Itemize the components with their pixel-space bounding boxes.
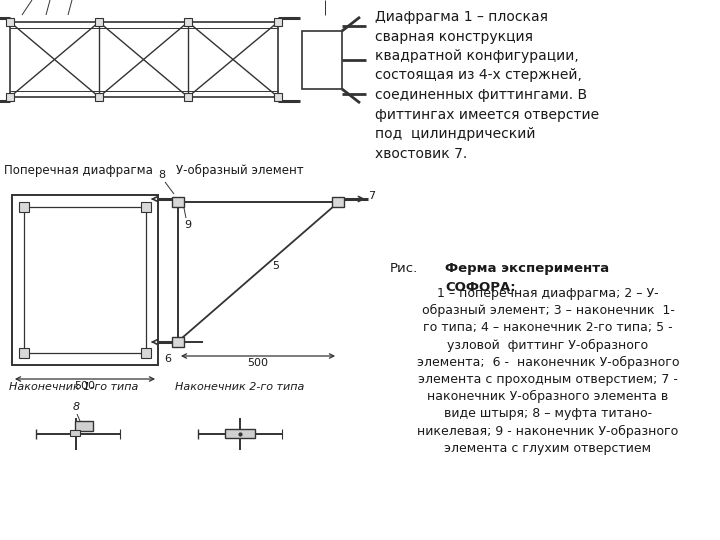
Text: Диафрагма 1 – плоская: Диафрагма 1 – плоская [375, 10, 548, 24]
Bar [95, 18, 103, 26]
Bar [19, 348, 29, 358]
Text: сварная конструкция: сварная конструкция [375, 30, 533, 44]
Text: СОФОРА:: СОФОРА: [445, 281, 516, 294]
Bar [70, 430, 80, 436]
Text: никелевая; 9 - наконечник У-образного: никелевая; 9 - наконечник У-образного [418, 424, 679, 438]
Bar [24, 207, 146, 353]
Bar [302, 31, 342, 89]
Bar [225, 429, 255, 438]
Text: Поперечная диафрагма: Поперечная диафрагма [4, 164, 153, 177]
Bar [95, 93, 103, 101]
Text: хвостовик 7.: хвостовик 7. [375, 146, 467, 160]
Text: 500: 500 [74, 381, 96, 391]
Text: 6: 6 [164, 354, 171, 364]
Bar [274, 18, 282, 26]
Bar [141, 202, 151, 212]
Text: Ферма эксперимента: Ферма эксперимента [445, 262, 609, 275]
Bar [6, 93, 14, 101]
Bar [184, 18, 192, 26]
Text: У-образный элемент: У-образный элемент [176, 164, 304, 177]
Text: элемента;  6 -  наконечник У-образного: элемента; 6 - наконечник У-образного [417, 356, 679, 369]
Text: под  цилиндрический: под цилиндрический [375, 127, 536, 141]
Text: 7: 7 [368, 191, 375, 201]
Text: го типа; 4 – наконечник 2-го типа; 5 -: го типа; 4 – наконечник 2-го типа; 5 - [423, 321, 672, 334]
Text: 9: 9 [184, 220, 192, 230]
Bar [172, 197, 184, 207]
Text: виде штыря; 8 – муфта титано-: виде штыря; 8 – муфта титано- [444, 407, 652, 421]
Text: Рис.: Рис. [390, 262, 418, 275]
Bar [12, 195, 158, 365]
Text: 500: 500 [248, 358, 269, 368]
Bar [184, 93, 192, 101]
Text: состоящая из 4-х стержней,: состоящая из 4-х стержней, [375, 69, 582, 83]
Text: образный элемент; 3 – наконечник  1-: образный элемент; 3 – наконечник 1- [422, 304, 675, 318]
Text: Наконечник 2-го типа: Наконечник 2-го типа [175, 382, 305, 392]
Text: 8: 8 [158, 170, 166, 180]
Bar [274, 93, 282, 101]
Bar [19, 202, 29, 212]
Bar [332, 197, 344, 207]
Text: узловой  фиттинг У-образного: узловой фиттинг У-образного [447, 339, 649, 352]
Bar [141, 348, 151, 358]
Text: Наконечник 1-го типа: Наконечник 1-го типа [9, 382, 139, 392]
Text: квадратной конфигурации,: квадратной конфигурации, [375, 49, 579, 63]
Text: элемента с проходным отверстием; 7 -: элемента с проходным отверстием; 7 - [418, 373, 678, 386]
Text: элемента с глухим отверстием: элемента с глухим отверстием [444, 442, 652, 455]
Bar [75, 421, 93, 431]
Text: наконечник У-образного элемента в: наконечник У-образного элемента в [428, 390, 669, 403]
Text: 1 – поперечная диафрагма; 2 – У-: 1 – поперечная диафрагма; 2 – У- [437, 287, 659, 300]
Text: 5: 5 [272, 261, 279, 271]
Text: 8: 8 [73, 402, 80, 412]
Bar [6, 18, 14, 26]
Bar [172, 337, 184, 347]
Text: соединенных фиттингами. В: соединенных фиттингами. В [375, 88, 587, 102]
Text: фиттингах имеется отверстие: фиттингах имеется отверстие [375, 107, 599, 122]
